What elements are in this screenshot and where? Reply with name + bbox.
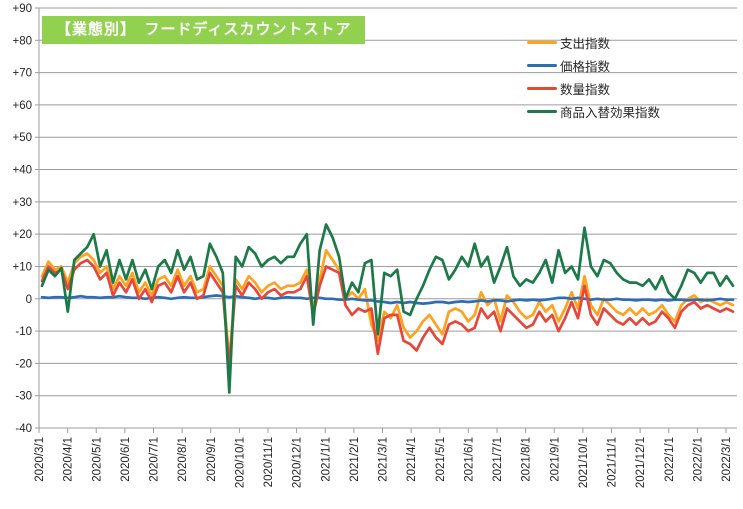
y-axis-label: +20 [12,229,32,241]
y-axis-label: -40 [15,423,32,435]
x-axis-label: 2021/2/1 [349,437,361,482]
x-axis-label: 2020/11/1 [263,437,275,487]
x-axis-label: 2020/4/1 [63,437,75,482]
x-axis-label: 2021/6/1 [463,437,475,482]
y-axis-label: +30 [12,197,32,209]
legend-swatch-substitution-icon [527,110,557,113]
x-axis-label: 2021/9/1 [549,437,561,482]
y-axis-label: 0 [26,294,32,306]
y-axis-label: +70 [12,68,32,80]
legend-item-2: 数量指数 [527,77,660,100]
x-axis-label: 2021/3/1 [378,437,390,482]
x-axis-label: 2020/7/1 [149,437,161,482]
x-axis-label: 2020/3/1 [34,437,46,482]
x-axis-label: 2020/6/1 [120,437,132,482]
x-axis-label: 2022/2/1 [692,437,704,482]
chart-title: 【業態別】 フードディスカウントストア [42,16,366,44]
x-axis-label: 2021/8/1 [521,437,533,482]
x-axis-label: 2021/10/1 [578,437,590,488]
x-axis-label: 2020/10/1 [234,437,246,488]
series-line-3 [40,223,735,394]
x-axis-label: 2020/5/1 [91,437,103,482]
y-axis-label: -10 [15,326,32,338]
legend-swatch-expenditure-icon [527,41,557,44]
x-axis-label: 2020/8/1 [177,437,189,482]
x-axis-label: 2021/5/1 [435,437,447,482]
y-axis-label: +50 [12,132,32,144]
x-axis-label: 2020/9/1 [206,437,218,482]
y-axis-label: +60 [12,100,32,112]
legend: 支出指数 価格指数 数量指数 商品入替効果指数 [527,31,660,123]
x-axis-label: 2021/11/1 [607,437,619,487]
legend-label: 数量指数 [560,83,611,97]
legend-label: 価格指数 [560,60,611,74]
legend-swatch-price-icon [527,64,557,67]
series-line-1 [40,294,735,305]
y-axis-label: +10 [12,261,32,273]
legend-swatch-quantity-icon [527,87,557,90]
y-axis-label: -30 [15,391,32,403]
x-axis-label: 2022/3/1 [721,437,733,482]
legend-item-3: 商品入替効果指数 [527,100,660,123]
x-axis-label: 2021/4/1 [406,437,418,482]
x-axis-label: 2022/1/1 [664,437,676,482]
x-axis-label: 2021/7/1 [492,437,504,482]
y-axis-label: +80 [12,35,32,47]
y-axis-label: -20 [15,358,32,370]
x-axis-label: 2020/12/1 [292,437,304,488]
x-axis-label: 2021/12/1 [635,437,647,488]
legend-item-1: 価格指数 [527,54,660,77]
legend-label: 商品入替効果指数 [560,106,661,120]
y-axis-label: +40 [12,165,32,177]
x-axis-label: 2021/1/1 [320,437,332,482]
legend-label: 支出指数 [560,37,611,51]
y-axis-label: +90 [12,3,32,15]
series-line-2 [40,258,735,368]
legend-item-0: 支出指数 [527,31,660,54]
series-line-0 [40,248,735,362]
